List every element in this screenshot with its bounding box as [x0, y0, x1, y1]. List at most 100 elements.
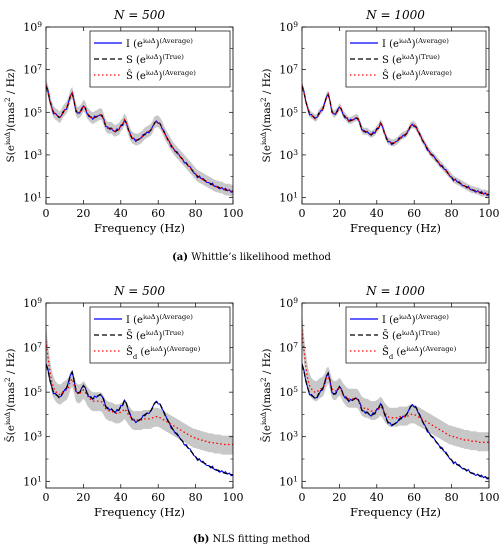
- panel-top-right-ytick-label-0: 101: [279, 190, 298, 205]
- panel-bottom-right-legend-label-periodogram: I (eiωΔ)(Average): [382, 313, 449, 326]
- caption-a-text: Whittle’s likelihood method: [191, 252, 331, 263]
- panel-bottom-right-ytick-label-4-part-0: 10: [279, 297, 293, 310]
- panel-bottom-left-legend-label-estimate-part-0: Ŝ̄: [126, 346, 133, 358]
- panel-top-left-legend-label-true-part-0: S (e: [126, 55, 146, 66]
- panel-bottom-right-legend-label-true-part-2: ): [414, 331, 418, 342]
- panel-top-right-legend-label-estimate-part-0: Ŝ (e: [382, 70, 402, 82]
- panel-bottom-left-series-true: [46, 364, 233, 476]
- panel-bottom-left-legend-label-periodogram-part-0: I (e: [126, 315, 143, 326]
- panel-top-right-ytick-label-2-sup-1: 5: [293, 105, 298, 114]
- panel-bottom-right-legend-label-true-sup-3: (True): [418, 329, 440, 337]
- panel-bottom-left-ylabel-part-2: )(mas: [5, 382, 17, 412]
- panel-bottom-left-ytick-label-1: 103: [23, 429, 42, 444]
- panel-bottom-left-legend-label-true-sup-3: (True): [162, 329, 184, 337]
- panel-top-left-ytick-label-4-sup-1: 9: [37, 20, 42, 29]
- panel-top-left-legend-label-estimate-sup-3: (Average): [162, 69, 196, 77]
- panel-bottom-right-legend-label-estimate: Ŝ̄d (eiωΔ)(Average): [382, 345, 457, 361]
- panel-bottom-right-ytick-label-3: 107: [279, 340, 298, 355]
- panel-top-left-ytick-label-2-part-0: 10: [23, 106, 37, 119]
- panel-top-left-ytick-label-2-sup-1: 5: [37, 105, 42, 114]
- panel-top-left-plot-area: [46, 79, 233, 197]
- panel-top-right-legend-label-periodogram-sup-1: iωΔ: [399, 37, 412, 45]
- panel-top-right-xtick-label-0: 0: [299, 207, 306, 220]
- panel-top-right-xtick-label-1: 20: [332, 207, 346, 220]
- panel-top-right-ytick-label-0-part-0: 10: [279, 192, 293, 205]
- panel-top-right-xtick-label-3: 60: [407, 207, 421, 220]
- panel-bottom-right-xtick-label-0: 0: [299, 491, 306, 504]
- panel-top-right-ylabel-part-2: )(mas: [261, 102, 273, 132]
- panel-bottom-left-ytick-label-2-part-0: 10: [23, 386, 37, 399]
- caption-a-tag: (a): [172, 252, 189, 263]
- panel-top-left-legend-label-periodogram-part-2: ): [156, 39, 160, 50]
- panel-top-right-ytick-label-2: 105: [279, 105, 298, 120]
- panel-top-right-ytick-label-3: 107: [279, 62, 298, 77]
- panel-bottom-left-ytick-label-0-sup-1: 1: [37, 474, 42, 483]
- panel-bottom-right-ytick-label-3-part-0: 10: [279, 342, 293, 355]
- panel-top-left-ytick-label-0-sup-1: 1: [37, 190, 42, 199]
- panel-top-right-legend-label-true-part-0: S (e: [382, 55, 402, 66]
- caption-a: (a) Whittle’s likelihood method: [0, 252, 503, 263]
- panel-bottom-right-ytick-label-3-sup-1: 7: [293, 340, 298, 349]
- panel-bottom-left-xtick-label-5: 100: [223, 491, 244, 504]
- panel-bottom-right-legend-label-periodogram-part-2: ): [412, 315, 416, 326]
- panel-top-right-legend-label-periodogram-part-2: ): [412, 39, 416, 50]
- panel-top-left-legend-label-periodogram-part-0: I (e: [126, 39, 143, 50]
- panel-top-right-ylabel-sup-1: iωΔ: [259, 132, 268, 145]
- panel-bottom-left-legend-label-estimate-part-4: ): [163, 347, 167, 358]
- panel-top-right-ytick-label-1: 103: [279, 147, 298, 162]
- panel-top-left-ytick-label-4-part-0: 10: [23, 21, 37, 34]
- panel-top-left-legend-label-periodogram: I (eiωΔ)(Average): [126, 37, 193, 50]
- panel-top-left-xtick-label-3: 60: [151, 207, 165, 220]
- panel-top-right-plot-area: [302, 81, 489, 198]
- panel-bottom-right-ylabel-sup-1: iωΔ: [259, 412, 268, 425]
- panel-bottom-left-legend-label-estimate: Ŝ̄d (eiωΔ)(Average): [126, 345, 201, 361]
- panel-top-left-ytick-label-1-part-0: 10: [23, 149, 37, 162]
- panel-bottom-right-ylabel-sup-3: 2: [259, 377, 268, 382]
- panel-bottom-right-legend-label-estimate-part-4: ): [419, 347, 423, 358]
- panel-bottom-left-ytick-label-4-part-0: 10: [23, 297, 37, 310]
- panel-top-right-legend-label-estimate-sup-1: iωΔ: [402, 69, 415, 77]
- panel-bottom-left-legend-label-periodogram-part-2: ): [156, 315, 160, 326]
- panel-top-left-ytick-label-3: 107: [23, 62, 42, 77]
- panel-top-left-xtick-label-2: 40: [114, 207, 128, 220]
- panel-bottom-right-legend-label-true-part-0: S̄ (e: [382, 330, 402, 342]
- panel-top-left-xtick-label-1: 20: [76, 207, 90, 220]
- panel-bottom-right-ytick-label-1-sup-1: 3: [293, 429, 298, 438]
- panel-bottom-left-legend-label-true: S̄ (eiωΔ)(True): [126, 329, 184, 342]
- panel-bottom-left-ytick-label-1-part-0: 10: [23, 431, 37, 444]
- panel-bottom-right-xtick-label-5: 100: [479, 491, 500, 504]
- panel-bottom-left-legend-label-estimate-sup-3: iωΔ: [150, 345, 163, 353]
- panel-top-left-xtick-label-0: 0: [43, 207, 50, 220]
- panel-top-right-legend-label-true: S (eiωΔ)(True): [382, 53, 440, 66]
- panel-bottom-left-legend-label-estimate-part-2: (e: [137, 347, 150, 358]
- panel-top-left-ylabel-sup-3: 2: [3, 97, 12, 102]
- panel-top-left-ytick-label-1-sup-1: 3: [37, 147, 42, 156]
- panel-bottom-right-title: N = 1000: [365, 284, 425, 298]
- panel-bottom-left-ytick-label-3: 107: [23, 340, 42, 355]
- panel-bottom-right-legend-label-estimate-part-0: Ŝ̄: [382, 346, 389, 358]
- panel-top-right-xtick-label-4: 80: [445, 207, 459, 220]
- panel-bottom-left-ytick-label-0-part-0: 10: [23, 475, 37, 488]
- panel-bottom-left-legend-label-estimate-sub-1: d: [133, 353, 138, 361]
- caption-b-text: NLS fitting method: [212, 534, 311, 545]
- panel-bottom-left-ytick-label-0: 101: [23, 474, 42, 489]
- panel-top-left-legend-label-true: S (eiωΔ)(True): [126, 53, 184, 66]
- panel-top-right-xtick-label-2: 40: [370, 207, 384, 220]
- panel-top-left-ylabel-part-0: S(e: [5, 145, 17, 163]
- panel-top-right-legend-label-periodogram-part-0: I (e: [382, 39, 399, 50]
- caption-b: (b) NLS fitting method: [0, 534, 503, 545]
- panel-bottom-left-plot-area: [46, 325, 233, 477]
- panel-top-left-legend-label-periodogram-sup-1: iωΔ: [143, 37, 156, 45]
- panel-top-right-ytick-label-0-sup-1: 1: [293, 190, 298, 199]
- panel-top-right-legend-label-true-part-2: ): [414, 55, 418, 66]
- panel-top-right-ytick-label-4-part-0: 10: [279, 21, 293, 34]
- panel-bottom-right-legend-label-periodogram-sup-1: iωΔ: [399, 313, 412, 321]
- panel-bottom-right-ylabel: S̄(eiωΔ)(mas2 / Hz): [259, 348, 274, 442]
- panel-top-left-ytick-label-4: 109: [23, 20, 42, 35]
- panel-bottom-right-xlabel: Frequency (Hz): [350, 505, 441, 519]
- panel-top-left-ytick-label-0-part-0: 10: [23, 192, 37, 205]
